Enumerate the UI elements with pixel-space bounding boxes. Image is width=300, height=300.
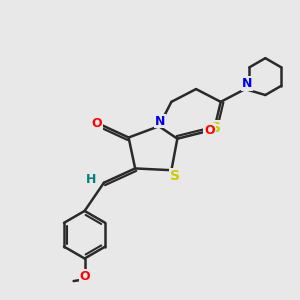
Text: O: O	[91, 117, 102, 130]
Text: S: S	[211, 121, 221, 135]
Text: O: O	[204, 124, 215, 137]
Text: N: N	[242, 77, 252, 90]
Text: S: S	[170, 169, 180, 183]
Text: O: O	[79, 270, 90, 283]
Text: N: N	[155, 115, 166, 128]
Text: H: H	[86, 173, 97, 186]
